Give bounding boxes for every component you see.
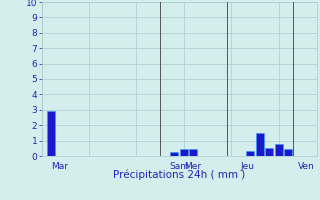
Bar (171, 152, 179, 156)
Bar (246, 151, 254, 156)
Bar (284, 149, 292, 156)
Bar (256, 133, 264, 156)
Text: Mer: Mer (184, 162, 201, 171)
Text: Sam: Sam (170, 162, 190, 171)
Bar (180, 149, 188, 156)
Text: Mar: Mar (51, 162, 68, 171)
Text: Ven: Ven (298, 162, 315, 171)
Bar (189, 149, 197, 156)
Bar (47, 111, 55, 156)
X-axis label: Précipitations 24h ( mm ): Précipitations 24h ( mm ) (113, 170, 245, 180)
Bar (265, 148, 273, 156)
Text: Jeu: Jeu (241, 162, 255, 171)
Bar (275, 144, 283, 156)
